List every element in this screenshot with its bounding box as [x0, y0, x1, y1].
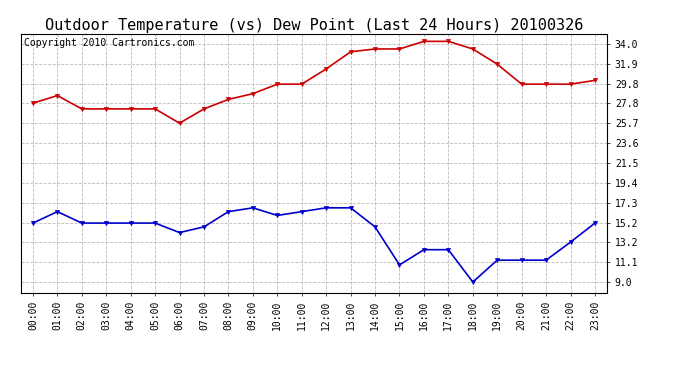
- Text: Copyright 2010 Cartronics.com: Copyright 2010 Cartronics.com: [23, 38, 194, 48]
- Title: Outdoor Temperature (vs) Dew Point (Last 24 Hours) 20100326: Outdoor Temperature (vs) Dew Point (Last…: [45, 18, 583, 33]
